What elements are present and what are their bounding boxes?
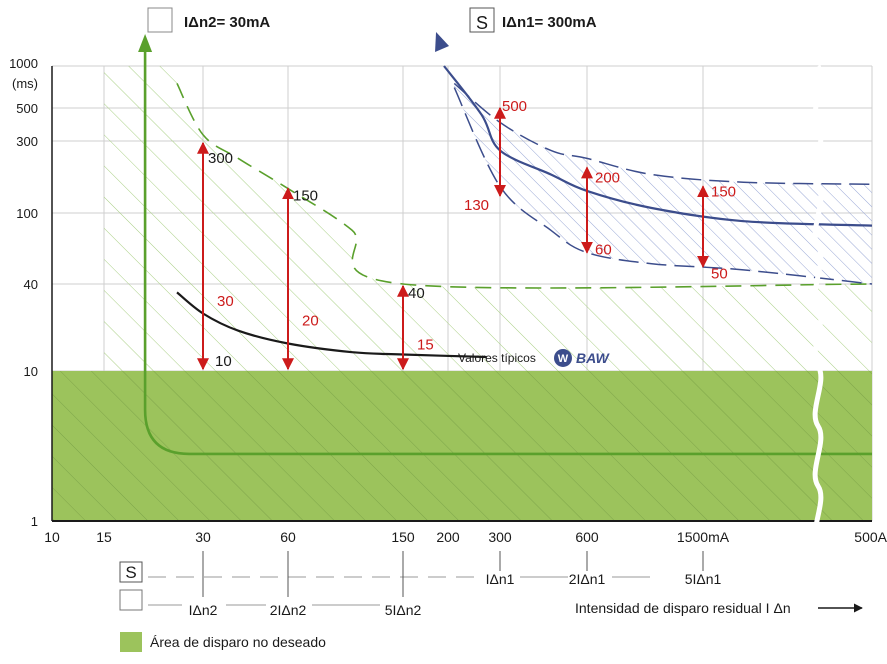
baw-logo-text: BAW	[576, 350, 610, 366]
x-tick-label-1500mA: 1500mA	[677, 529, 730, 545]
y-tick-label-40: 40	[24, 277, 38, 292]
arrow-30ma-max-label-60: 150	[293, 187, 318, 204]
s-row-label-300: IΔn1	[486, 571, 515, 587]
x-tick-label-500A: 500A	[854, 529, 887, 545]
plain-row-box	[119, 589, 143, 611]
undesired-area-hatch	[52, 371, 872, 521]
arrow-300ma-max-label-300: 500	[502, 98, 527, 115]
arrow-30ma-min-label-30: 10	[215, 353, 232, 370]
typical-values-label: Valores típicos	[458, 351, 536, 365]
y-unit-label: (ms)	[12, 76, 38, 91]
legend-300ma-symbol: S	[476, 13, 488, 33]
y-tick-label-1: 1	[31, 514, 38, 529]
y-tick-label-300: 300	[16, 134, 38, 149]
x-tick-label-30: 30	[195, 529, 211, 545]
arrow-300ma-max-label-600: 200	[595, 170, 620, 187]
arrow-300ma-max-label-1500: 150	[711, 183, 736, 200]
band-300ma-hatch	[454, 83, 872, 285]
undesired-area-swatch	[120, 632, 142, 652]
y-tick-label-100: 100	[16, 206, 38, 221]
x-tick-label-300: 300	[488, 529, 512, 545]
y-tick-label-10: 10	[24, 364, 38, 379]
undesired-area-label: Área de disparo no deseado	[150, 634, 326, 650]
series-300ma-arrowhead	[435, 32, 450, 52]
baw-logo-glyph: W	[558, 353, 569, 365]
x-tick-label-600: 600	[575, 529, 599, 545]
x-tick-label-15: 15	[96, 529, 112, 545]
legend-300ma-label: IΔn1= 300mA	[502, 14, 597, 31]
series-30ma-line	[143, 66, 872, 456]
arrow-30ma-mid-label-60: 20	[302, 313, 319, 330]
y-tick-label-1000: 1000	[9, 56, 38, 71]
x-axis-title: Intensidad de disparo residual I Δn	[575, 600, 791, 616]
plain-row-label-30: IΔn2	[189, 602, 218, 618]
arrow-300ma-min-label-300: 130	[464, 197, 489, 214]
arrow-300ma-min-label-1500: 50	[711, 266, 728, 283]
x-tick-label-60: 60	[280, 529, 296, 545]
baw-logo-mark	[554, 348, 572, 367]
x-tick-label-10: 10	[44, 529, 60, 545]
arrow-30ma-mid-label-150: 15	[417, 337, 434, 354]
arrow-300ma-min-label-600: 60	[595, 242, 612, 259]
x-tick-label-200: 200	[436, 529, 460, 545]
s-row-symbol: S	[125, 563, 136, 582]
plain-row-label-150: 5IΔn2	[385, 602, 422, 618]
plain-row-label-60: 2IΔn2	[270, 602, 307, 618]
arrow-30ma-max-label-150: 40	[408, 285, 425, 302]
axis-break	[812, 64, 824, 548]
x-tick-label-150: 150	[391, 529, 415, 545]
legend-300ma-box	[469, 7, 495, 33]
arrow-30ma-mid-label-30: 30	[217, 293, 234, 310]
arrow-30ma-max-label-30: 300	[208, 150, 233, 167]
legend-30ma-box	[147, 7, 173, 33]
y-tick-label-500: 500	[16, 101, 38, 116]
band-30ma-upper-line	[176, 83, 873, 289]
series-30ma-arrowhead	[138, 34, 153, 52]
s-row-label-1500: 5IΔn1	[685, 571, 722, 587]
legend-30ma-label: IΔn2= 30mA	[184, 14, 270, 31]
s-row-label-600: 2IΔn1	[569, 571, 606, 587]
band-30ma-hatch	[104, 66, 872, 371]
s-row-box	[119, 561, 143, 583]
